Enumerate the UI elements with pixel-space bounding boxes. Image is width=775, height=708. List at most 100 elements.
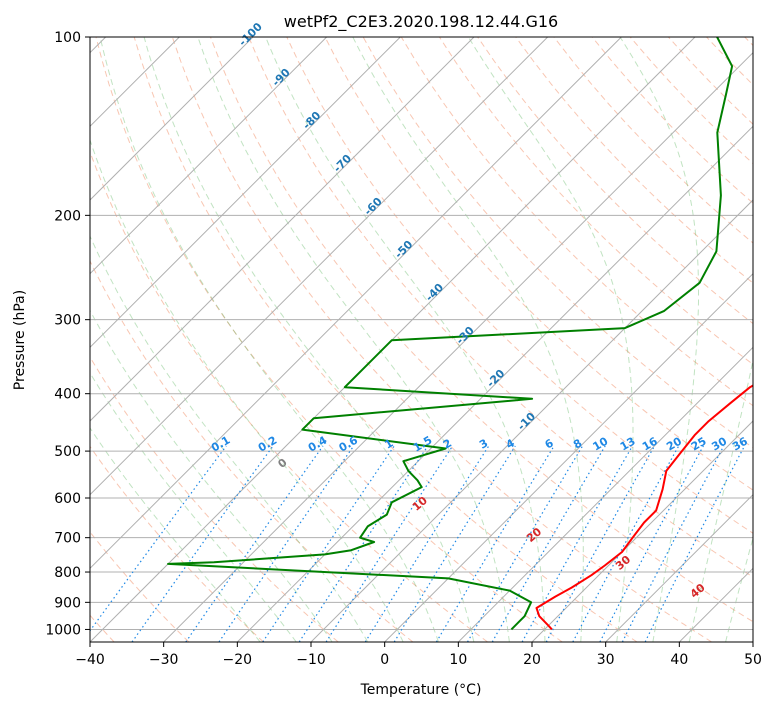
moist-adiabat xyxy=(197,37,510,642)
dry-adiabat xyxy=(95,37,563,642)
y-tick-label: 800 xyxy=(54,565,81,581)
plot-area xyxy=(90,37,753,642)
plot-frame xyxy=(89,36,754,643)
line-labels: 0.1 0.2 0.4 0.6 1 1.5 2 3 4 6 8 10 13 16 20 25 30 36-100-… xyxy=(209,20,750,601)
moist-adiabat xyxy=(90,235,369,642)
isotherm-label: -90 xyxy=(270,66,293,89)
x-tick-label: −10 xyxy=(296,652,326,668)
moist-adiabat xyxy=(688,358,753,642)
mixing-ratio-label: 4 xyxy=(504,436,517,451)
dry-adiabat xyxy=(210,37,753,623)
y-tick-label: 500 xyxy=(54,444,81,460)
isotherm-line xyxy=(236,125,753,642)
isotherm-label: -20 xyxy=(484,367,507,390)
dry-adiabat xyxy=(90,445,264,642)
pressure-gridlines xyxy=(90,37,753,630)
moist-adiabat xyxy=(467,37,634,642)
mixing-ratio-line xyxy=(599,445,704,642)
x-tick-label: 10 xyxy=(449,652,467,668)
mixing-ratio-line xyxy=(644,445,746,642)
mixing-ratio-lines xyxy=(90,445,746,642)
mixing-ratio-line xyxy=(521,445,634,642)
dry-adiabat xyxy=(706,37,753,86)
dry-adiabat xyxy=(438,37,753,366)
mixing-ratio-line xyxy=(545,445,656,642)
dry-adiabat xyxy=(171,37,712,642)
dry-adiabats xyxy=(90,37,753,642)
x-tick-label: 30 xyxy=(597,652,615,668)
x-tick-label: 40 xyxy=(670,652,688,668)
isotherm-line xyxy=(752,641,753,642)
moist-adiabat xyxy=(143,37,475,642)
moist-adiabat-label: 40 xyxy=(688,581,708,601)
x-tick-label: 50 xyxy=(744,652,762,668)
moist-adiabat-label: 10 xyxy=(410,494,430,514)
moist-adiabat xyxy=(99,37,439,642)
isotherm-line xyxy=(384,272,753,642)
isotherm-label: -100 xyxy=(236,20,265,49)
mixing-ratio-label: 3 xyxy=(477,437,490,452)
moist-adiabat-label: 20 xyxy=(524,525,544,545)
isotherm-line xyxy=(457,346,753,642)
mixing-ratio-line xyxy=(218,445,355,642)
moist-adiabat xyxy=(265,37,546,642)
profiles xyxy=(167,37,753,631)
dry-adiabat xyxy=(286,37,753,534)
dry-adiabat xyxy=(248,37,753,578)
moist-adiabat xyxy=(90,371,297,642)
isotherm-label: -60 xyxy=(362,195,385,218)
y-tick-label: 300 xyxy=(54,313,81,329)
isotherm-label: -80 xyxy=(300,109,323,132)
moist-adiabat xyxy=(725,536,753,642)
y-axis-label: Pressure (hPa) xyxy=(12,290,28,390)
isotherm-label: -40 xyxy=(423,281,446,304)
isotherm-line xyxy=(678,567,753,642)
x-tick-label: 0 xyxy=(380,652,389,668)
x-tick-label: 20 xyxy=(523,652,541,668)
isotherm-line xyxy=(90,37,475,422)
isotherm-line xyxy=(90,37,328,275)
mixing-ratio-label: 6 xyxy=(543,436,556,451)
x-tick-label: −20 xyxy=(223,652,253,668)
moist-adiabat xyxy=(619,37,699,642)
x-axis-label: Temperature (°C) xyxy=(360,682,482,698)
y-tick-label: 600 xyxy=(54,491,81,507)
mixing-ratio-line xyxy=(466,445,584,642)
isotherm-label: -70 xyxy=(331,152,354,175)
isotherm-line xyxy=(90,37,401,349)
y-tick-label: 200 xyxy=(54,208,81,224)
dry-adiabat xyxy=(90,356,339,642)
moist-adiabat xyxy=(90,138,404,642)
mixing-ratio-line xyxy=(491,445,606,642)
dewpoint-profile xyxy=(167,37,734,631)
mixing-ratio-line xyxy=(435,445,555,642)
moist-adiabat xyxy=(352,37,584,642)
isotherm-line xyxy=(90,37,549,496)
dry-adiabat xyxy=(668,37,753,125)
isotherm-line xyxy=(605,493,753,642)
x-tick-label: −40 xyxy=(75,652,105,668)
isotherm-line xyxy=(90,37,254,201)
dry-adiabat xyxy=(515,37,753,284)
temperature-profile xyxy=(535,384,753,631)
moist-adiabats xyxy=(90,37,753,642)
dry-adiabat xyxy=(324,37,753,491)
dry-adiabat xyxy=(90,531,190,642)
isotherm-line xyxy=(310,199,753,642)
chart-title: wetPf2_C2E3.2020.198.12.44.G16 xyxy=(284,12,558,32)
mixing-ratio-line xyxy=(131,445,274,642)
mixing-ratio-line xyxy=(325,445,454,642)
moist-adiabat-label: 0 xyxy=(275,456,289,471)
y-tick-label: 1000 xyxy=(45,622,81,638)
moist-adiabat xyxy=(90,309,333,642)
mixing-ratio-line xyxy=(298,445,429,642)
isotherm-label: -50 xyxy=(392,238,415,261)
mixing-ratio-line xyxy=(393,445,516,642)
dry-adiabat xyxy=(133,37,638,642)
mixing-ratio-line xyxy=(364,445,490,642)
mixing-ratio-line xyxy=(572,445,680,642)
y-tick-label: 700 xyxy=(54,531,81,547)
dry-adiabat xyxy=(90,259,414,642)
isotherm-line xyxy=(531,420,753,642)
